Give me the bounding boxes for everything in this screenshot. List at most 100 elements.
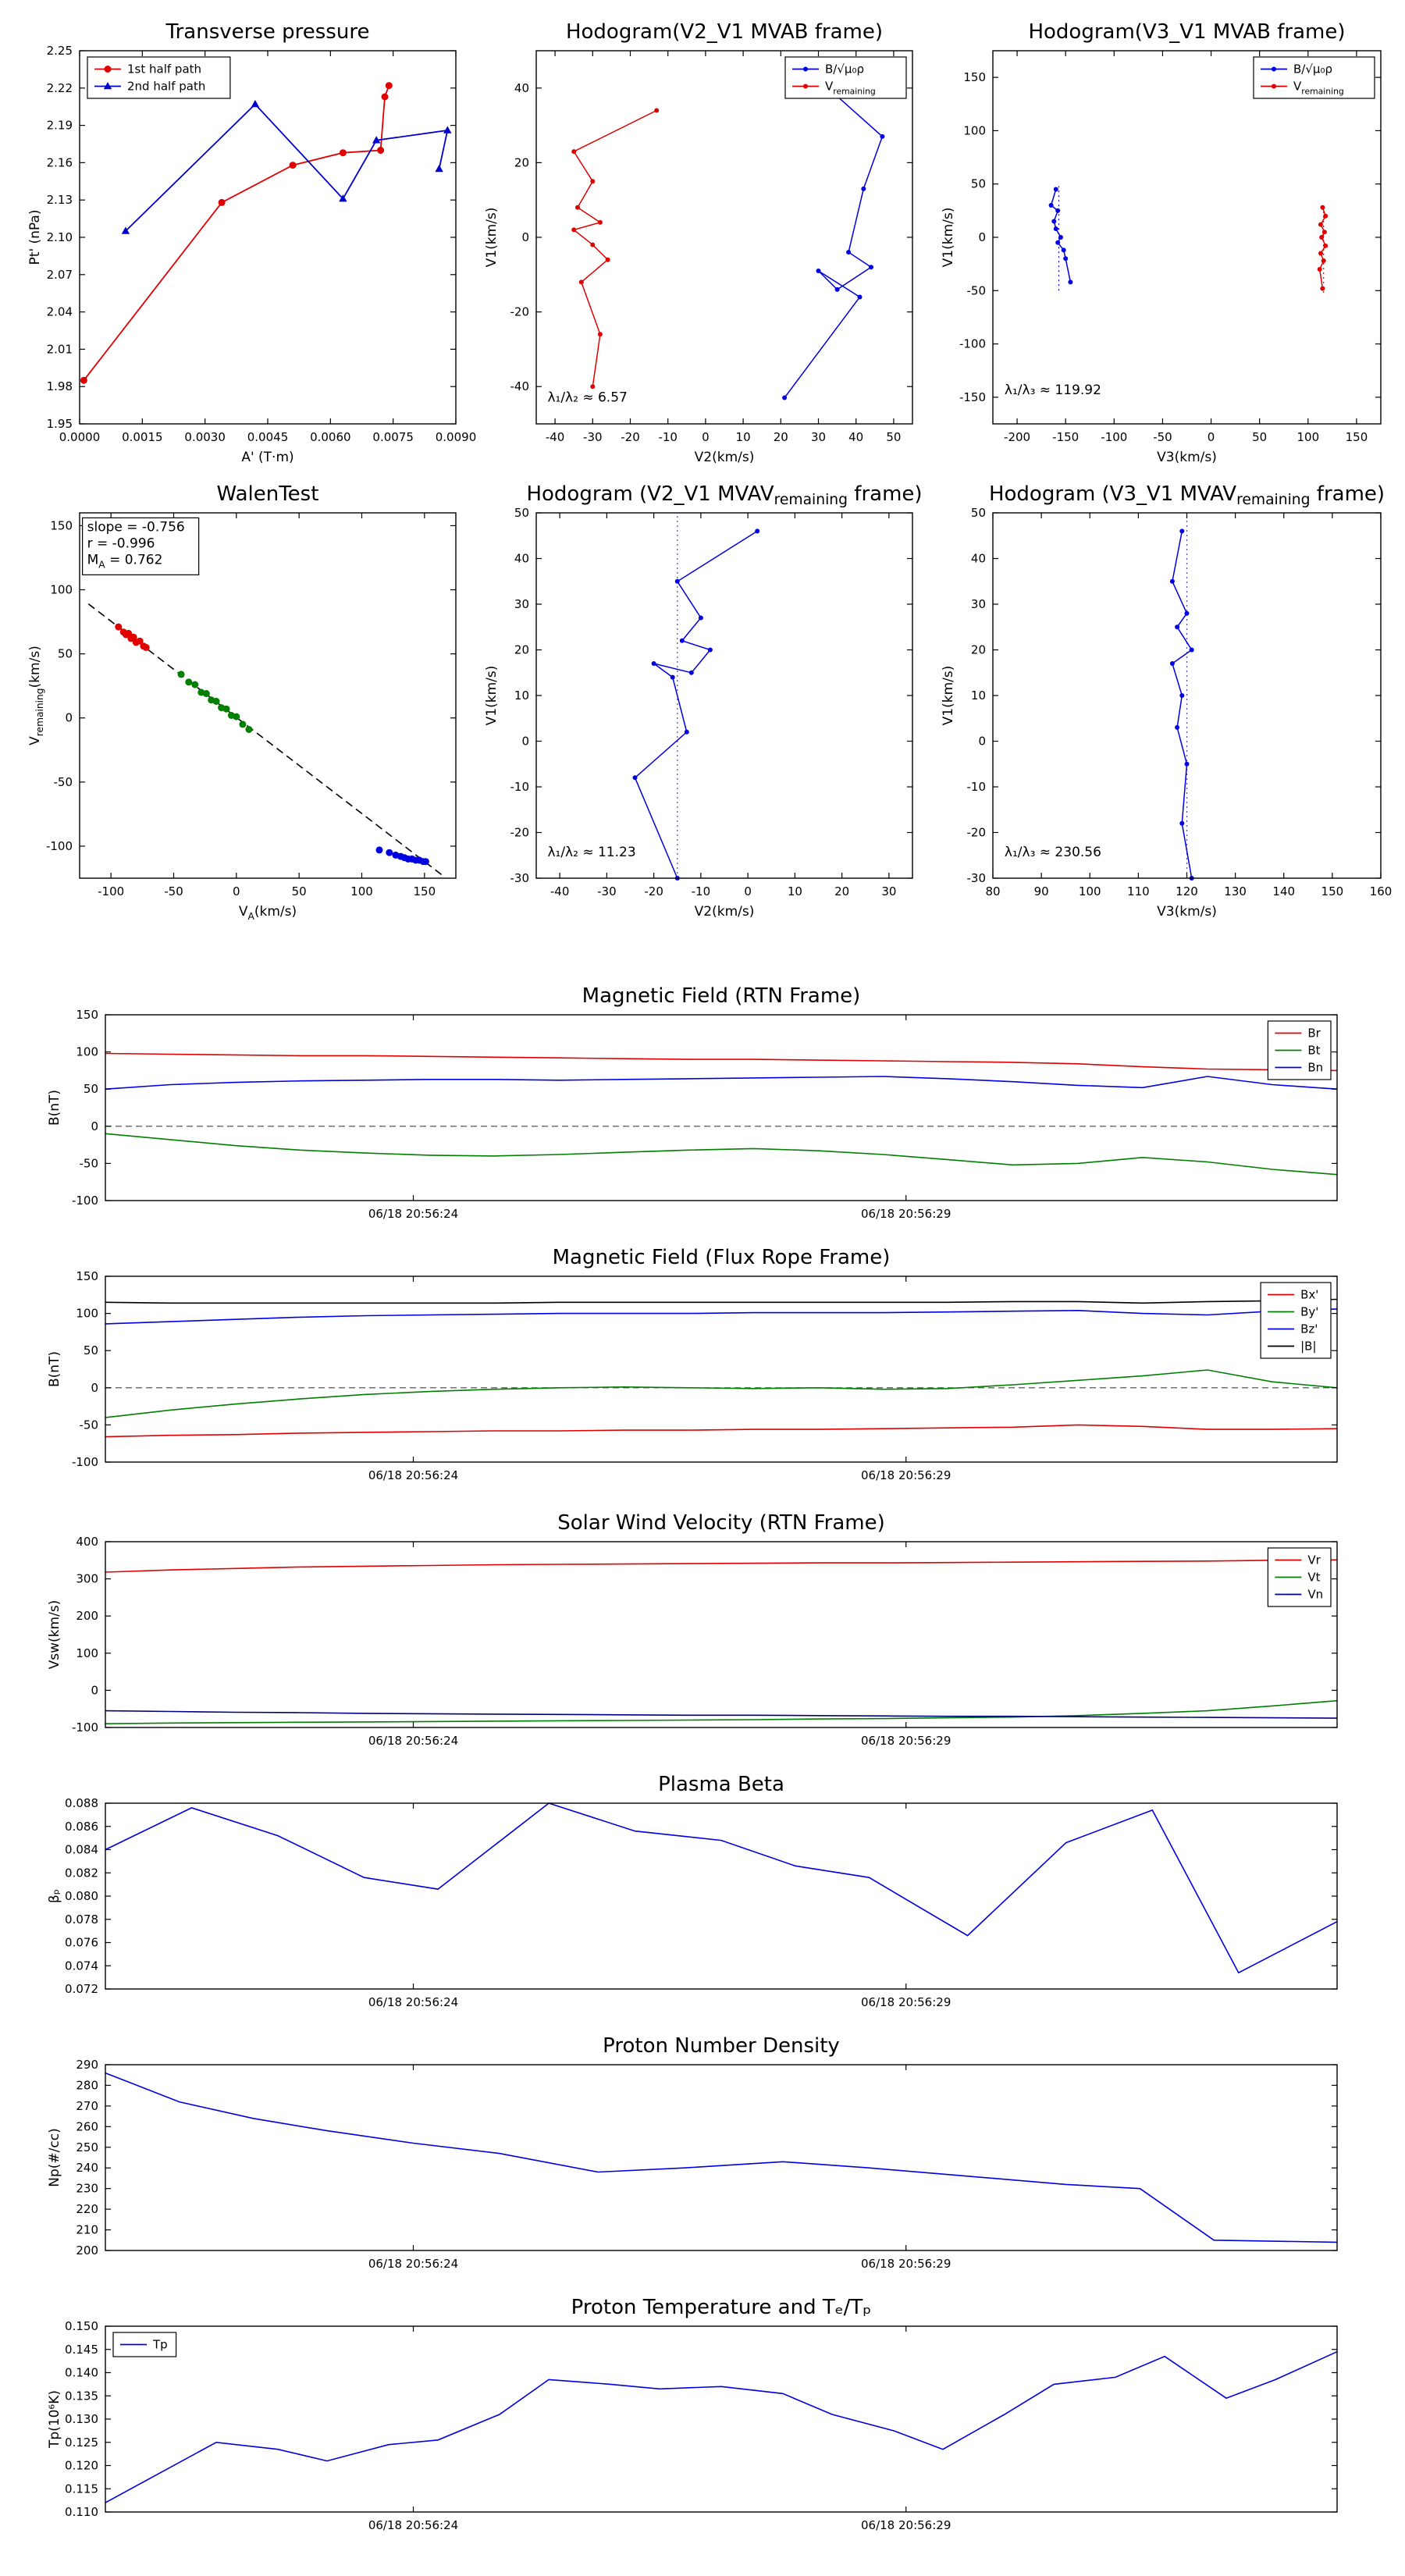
svg-text:300: 300 [76,1572,98,1586]
svg-text:2.22: 2.22 [47,81,73,95]
svg-text:0.076: 0.076 [65,1936,98,1950]
svg-text:0: 0 [521,735,529,749]
svg-text:2.16: 2.16 [47,155,73,169]
svg-text:50: 50 [84,1082,98,1096]
chart-plasma-beta-svg: 06/18 20:56:24 06/18 20:56:29 0.072 0.074 0.… [47,1773,1338,2009]
svg-text:Br: Br [1307,1026,1321,1041]
chart-hodogram-v2v1-mvav: -40 -30 -20 -10 0 10 20 30 -30 -20 -10 0 10 20 30 40 50 H… [480,478,925,927]
chart-proton-temperature: 06/18 20:56:24 06/18 20:56:29 0.110 0.115 0.… [43,2291,1370,2545]
svg-text:-20: -20 [967,826,987,840]
svg-text:-10: -10 [510,780,530,794]
chart-hodogram-v2v1-mvab: -40 -30 -20 -10 0 10 20 30 40 50 -40 -20 0 20 40 Hodogr… [480,16,925,472]
svg-text:B(nT): B(nT) [47,1090,62,1126]
svg-text:-50: -50 [80,1156,99,1170]
chart-magnetic-fluxrope: 06/18 20:56:24 06/18 20:56:29 -100 -50 0 50 10… [43,1241,1370,1495]
svg-text:-100: -100 [72,1720,98,1735]
svg-text:0: 0 [91,1683,98,1697]
svg-text:200: 200 [76,1609,98,1623]
svg-text:0.110: 0.110 [65,2505,98,2519]
chart-hodogram-v2v1-mvav-svg: -40 -30 -20 -10 0 10 20 30 -30 -20 -10 0 10 20 30 40 50H… [484,482,923,920]
svg-text:slope = -0.756: slope = -0.756 [87,519,185,535]
svg-text:06/18 20:56:29: 06/18 20:56:29 [861,1468,951,1482]
chart-walen-test-svg: -100 -50 0 50 100 150 -100 -50 0 50 100 150 WalenTes… [27,482,457,922]
svg-text:0: 0 [1208,430,1215,444]
svg-text:0.0090: 0.0090 [436,430,477,444]
svg-text:110: 110 [1127,884,1150,898]
svg-text:0.084: 0.084 [65,1843,98,1857]
svg-text:Bx': Bx' [1300,1288,1318,1302]
svg-text:-50: -50 [164,884,183,898]
svg-text:Vn: Vn [1307,1588,1323,1602]
svg-text:2.19: 2.19 [47,119,73,133]
svg-text:B/√μ₀ρ: B/√μ₀ρ [825,62,864,76]
svg-text:V3(km/s): V3(km/s) [1157,450,1217,465]
chart-hodogram-v2v1-mvab-svg: -40 -30 -20 -10 0 10 20 30 40 50 -40 -20 0 20 40 Hodogr… [484,20,913,465]
svg-text:2.10: 2.10 [47,230,73,244]
svg-text:0.0000: 0.0000 [59,430,101,444]
svg-text:-30: -30 [510,871,530,885]
svg-text:50: 50 [886,430,901,444]
svg-text:06/18 20:56:24: 06/18 20:56:24 [368,2257,458,2271]
svg-text:06/18 20:56:24: 06/18 20:56:24 [368,1468,458,1482]
svg-text:-20: -20 [510,305,530,319]
svg-text:100: 100 [350,884,373,898]
svg-text:50: 50 [1252,430,1267,444]
svg-text:0.082: 0.082 [65,1866,98,1880]
svg-text:0: 0 [233,884,240,898]
svg-text:A' (T·m): A' (T·m) [241,450,293,465]
svg-text:Solar Wind Velocity (RTN Frame: Solar Wind Velocity (RTN Frame) [557,1511,884,1535]
svg-text:-100: -100 [72,1455,98,1469]
svg-text:50: 50 [971,506,986,520]
svg-text:V1(km/s): V1(km/s) [941,666,956,726]
svg-text:06/18 20:56:29: 06/18 20:56:29 [861,1734,951,1748]
svg-text:200: 200 [76,2243,98,2258]
svg-text:1st half path: 1st half path [127,62,201,76]
svg-text:βₚ: βₚ [47,1889,62,1903]
svg-text:2.07: 2.07 [47,268,73,282]
svg-text:280: 280 [76,2078,98,2092]
svg-text:Vremaining(km/s): Vremaining(km/s) [27,646,45,745]
svg-text:240: 240 [76,2161,98,2175]
svg-text:Magnetic Field (Flux Rope Fram: Magnetic Field (Flux Rope Frame) [553,1246,891,1269]
svg-text:30: 30 [881,884,896,898]
svg-text:V3(km/s): V3(km/s) [1157,904,1217,920]
svg-text:Vremaining: Vremaining [1293,80,1344,97]
svg-text:Vr: Vr [1307,1553,1321,1567]
svg-text:-20: -20 [621,430,640,444]
svg-text:260: 260 [76,2119,98,2133]
svg-text:100: 100 [963,123,986,137]
svg-text:250: 250 [76,2140,98,2154]
svg-text:20: 20 [774,430,788,444]
svg-text:30: 30 [971,597,986,611]
svg-text:-10: -10 [967,780,987,794]
svg-text:90: 90 [1034,884,1049,898]
svg-text:0.115: 0.115 [65,2482,98,2496]
svg-text:10: 10 [788,884,802,898]
svg-text:-20: -20 [510,826,530,840]
svg-text:Hodogram (V2_V1 MVAVremaining: Hodogram (V2_V1 MVAVremaining frame) [526,482,922,508]
svg-text:-20: -20 [644,884,663,898]
svg-text:06/18 20:56:24: 06/18 20:56:24 [368,1734,458,1748]
svg-text:1.98: 1.98 [47,379,73,393]
svg-text:50: 50 [58,647,73,661]
svg-text:140: 140 [1272,884,1295,898]
svg-text:50: 50 [292,884,307,898]
svg-text:150: 150 [76,1008,98,1022]
svg-text:-40: -40 [510,379,530,393]
svg-text:0.0075: 0.0075 [372,430,414,444]
svg-text:Transverse pressure: Transverse pressure [165,20,370,44]
svg-text:0.130: 0.130 [65,2412,98,2426]
svg-text:0: 0 [744,884,752,898]
svg-text:50: 50 [514,506,529,520]
svg-text:V2(km/s): V2(km/s) [695,450,755,465]
svg-text:10: 10 [736,430,751,444]
svg-text:210: 210 [76,2223,98,2237]
svg-text:By': By' [1300,1305,1318,1319]
svg-text:0.088: 0.088 [65,1796,98,1810]
svg-text:100: 100 [76,1646,98,1660]
svg-text:0: 0 [91,1119,98,1133]
svg-text:MA = 0.762: MA = 0.762 [87,552,163,570]
chart-magnetic-rtn: 06/18 20:56:24 06/18 20:56:29 -100 -50 0 50 10… [43,980,1370,1233]
svg-text:0.0030: 0.0030 [184,430,226,444]
